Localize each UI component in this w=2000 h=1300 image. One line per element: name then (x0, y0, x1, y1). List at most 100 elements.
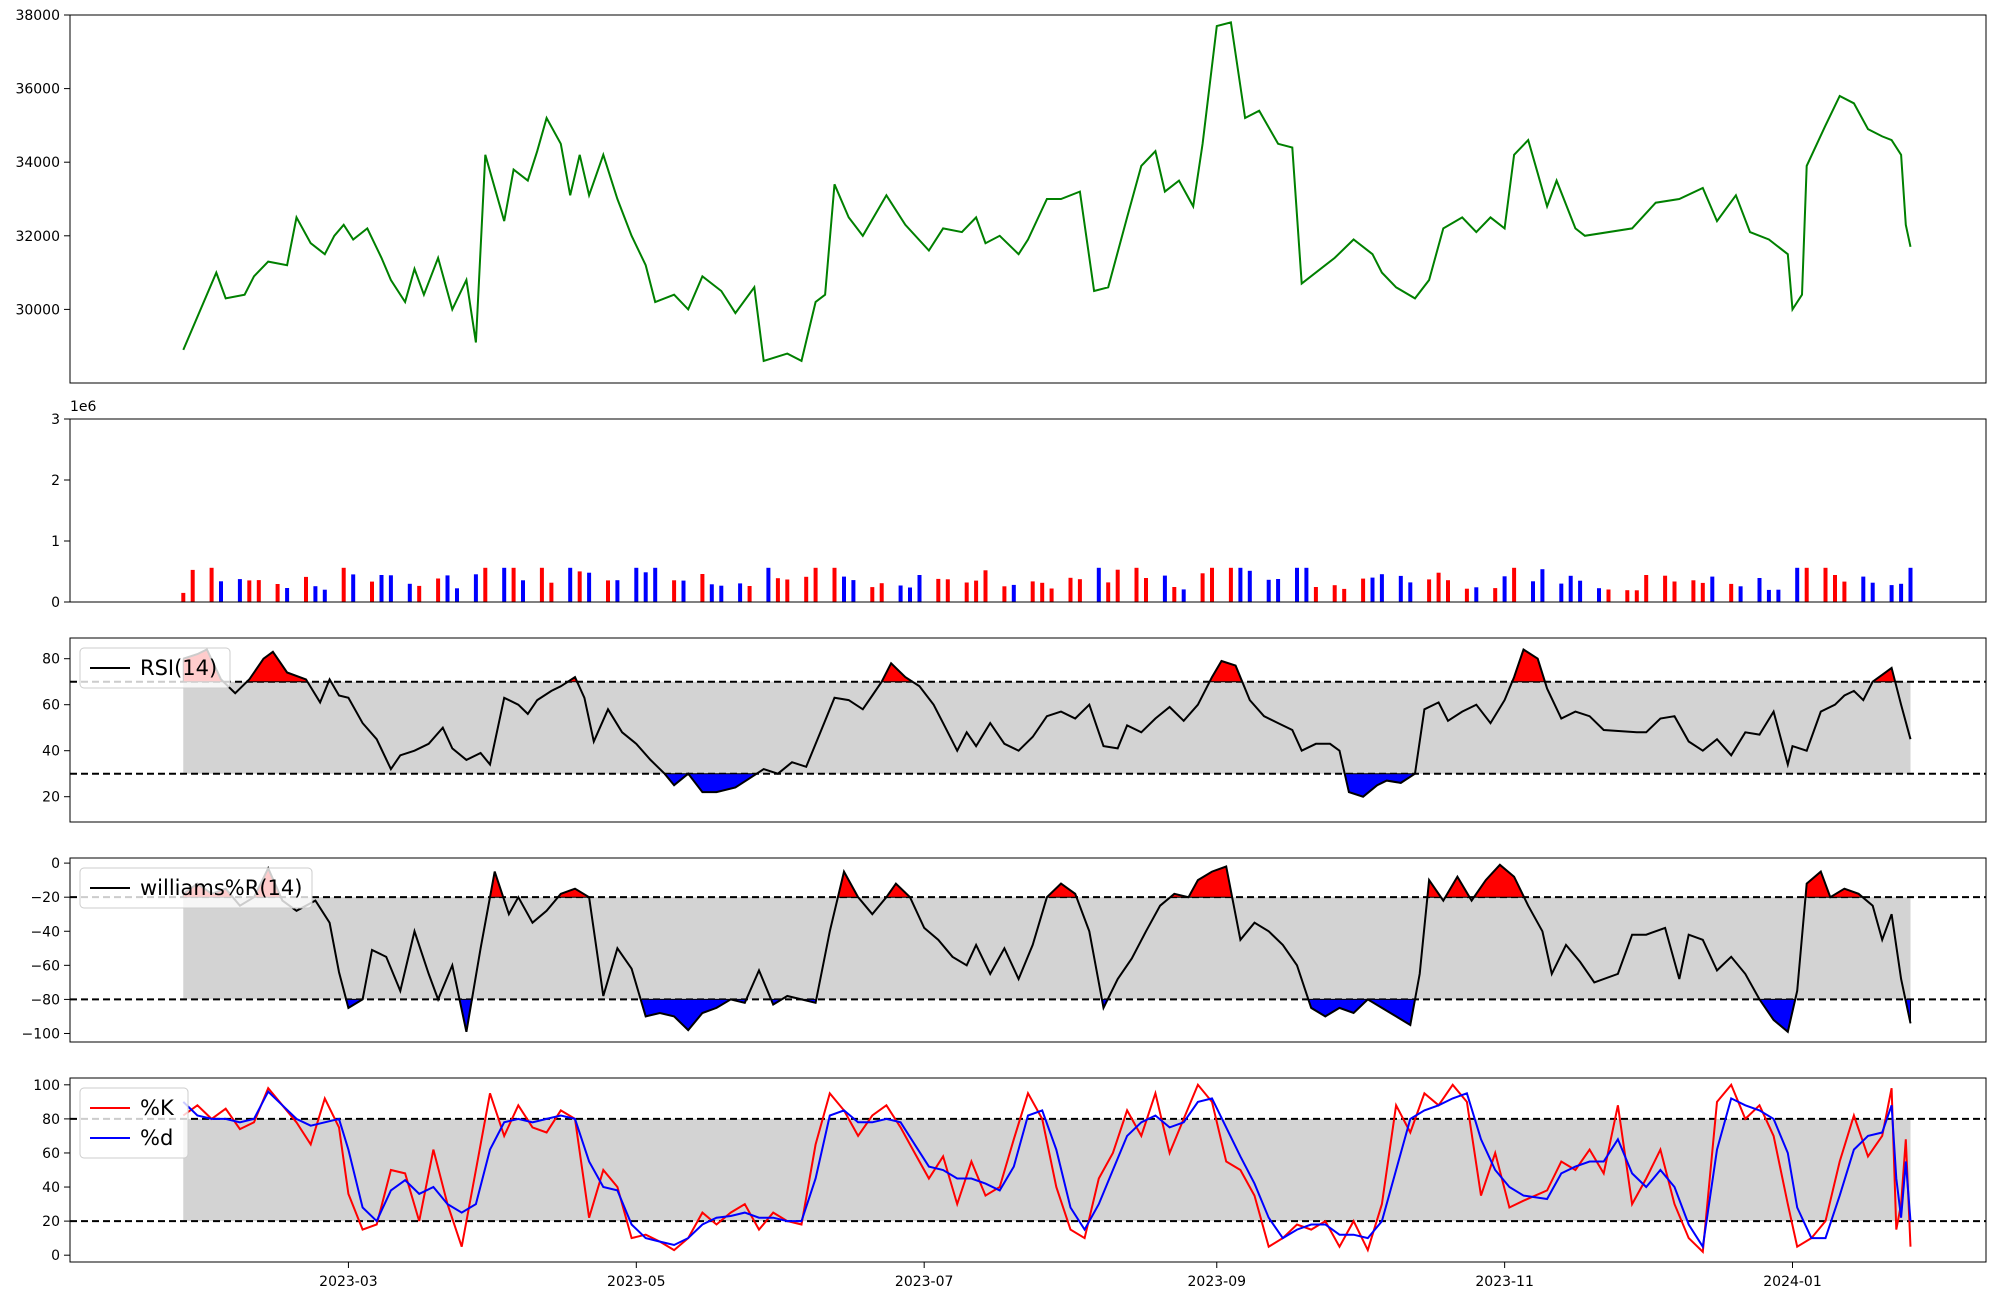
volume-bar (1011, 584, 1016, 602)
volume-bar (341, 567, 346, 602)
volume-bar (738, 583, 743, 602)
price-ytick-label: 30000 (15, 302, 60, 318)
price-ytick-label: 34000 (15, 155, 60, 171)
volume-bar (322, 589, 327, 602)
volume-bar (879, 583, 884, 602)
rsi-panel: 20 40 60 80 RSI(14) (42, 637, 1987, 823)
volume-bar (1889, 585, 1894, 602)
volume-frame (69, 418, 1987, 603)
volume-bar (1379, 574, 1384, 602)
volume-bar (1493, 588, 1498, 602)
volume-bar (1106, 582, 1111, 602)
volume-bar (455, 588, 459, 602)
rsi-legend (79, 647, 231, 689)
volume-bar (304, 576, 308, 602)
volume-bar (1795, 567, 1800, 602)
volume-bar (653, 567, 658, 602)
stochastic-ytick-label: 20 (42, 1214, 60, 1230)
volume-bar (1115, 569, 1120, 602)
volume-bar (1134, 567, 1139, 602)
volume-bar (313, 586, 318, 602)
williams-r-ytick-label: −40 (30, 924, 60, 940)
volume-bar (417, 585, 422, 602)
volume-bar (700, 574, 705, 602)
volume-bar (436, 578, 441, 602)
volume-bar (351, 574, 356, 602)
volume-bar (945, 579, 950, 602)
rsi-legend-label: RSI(14) (140, 656, 217, 680)
price-panel: 30000 32000 34000 36000 38000 (15, 8, 1987, 384)
volume-bar (587, 572, 592, 602)
volume-bar (1332, 585, 1337, 602)
volume-bar (1502, 576, 1507, 602)
volume-bar (606, 580, 610, 602)
volume-bar (549, 582, 554, 602)
stochastic-legend-label: %K (140, 1096, 175, 1120)
volume-bar (1540, 569, 1545, 602)
volume-bar (1040, 582, 1045, 602)
rsi-line (182, 647, 1912, 798)
date-x-axis: 2023-03 2023-05 2023-07 2023-09 2023-11 2024-… (319, 1262, 1822, 1290)
volume-bar (445, 575, 450, 602)
volume-bar (1531, 581, 1535, 602)
volume-bar (1247, 570, 1252, 602)
price-ytick-label: 36000 (15, 82, 60, 98)
williams-r-ytick-label: 0 (51, 856, 60, 872)
volume-bar (1625, 590, 1630, 602)
volume-bar (1096, 567, 1101, 602)
stochastic-ytick-label: 60 (42, 1146, 60, 1162)
volume-bar (379, 575, 384, 602)
volume-bar (521, 580, 525, 602)
volume-bar (1833, 575, 1837, 602)
williams-r-frame (69, 857, 1987, 1043)
rsi-oversold-fill (687, 773, 759, 793)
volume-bar (1002, 586, 1007, 602)
volume-bar (1361, 578, 1366, 602)
volume-ytick-label: 3 (51, 412, 60, 428)
volume-bar (1663, 575, 1668, 602)
volume-bar (1304, 567, 1309, 602)
volume-bar (237, 579, 242, 602)
x-tick-label: 2023-07 (895, 1274, 954, 1290)
williams-r-line (182, 863, 1912, 1034)
williams-r-ytick-label: −100 (22, 1026, 60, 1042)
price-ytick-label: 32000 (15, 229, 60, 245)
volume-bar (190, 569, 195, 602)
volume-bar (1672, 581, 1677, 602)
volume-bar (1634, 590, 1639, 602)
volume-bar (388, 575, 393, 602)
volume-panel: 0 1 2 3 1e6 (51, 399, 1987, 611)
price-line (182, 21, 1912, 363)
volume-bar (908, 587, 912, 602)
volume-bar (483, 567, 488, 602)
volume-bar (1644, 575, 1649, 602)
volume-bar (1144, 578, 1148, 602)
volume-bar (1597, 588, 1601, 602)
volume-bar (1568, 575, 1573, 602)
volume-bar (804, 576, 809, 602)
volume-bar (1427, 579, 1432, 602)
volume-bar (1068, 577, 1073, 602)
volume-bar (1861, 576, 1866, 602)
volume-bar (1200, 573, 1205, 602)
price-ytick-label: 38000 (15, 8, 60, 24)
volume-bar (1266, 579, 1271, 602)
volume-bar (1766, 589, 1771, 602)
williams-r-ytick-label: −80 (30, 992, 60, 1008)
volume-bar (719, 585, 724, 602)
rsi-ytick-label: 60 (42, 698, 60, 714)
volume-bar (775, 578, 780, 602)
stochastic-legend (79, 1087, 189, 1159)
volume-bar (964, 582, 969, 602)
volume-bar (615, 580, 620, 602)
volume-bar (1729, 583, 1734, 602)
stochastic-ytick-label: 100 (33, 1078, 60, 1094)
volume-bar (851, 580, 856, 602)
williams-r-overbought-fill (1444, 875, 1471, 898)
volume-bar (407, 583, 412, 602)
volume-bar (747, 586, 752, 602)
volume-bar (247, 580, 252, 602)
volume-bar (539, 567, 544, 602)
volume-bar (672, 580, 677, 602)
williams-r-panel: −100 −80 −60 −40 −20 0 williams%R(14) (22, 856, 1987, 1043)
